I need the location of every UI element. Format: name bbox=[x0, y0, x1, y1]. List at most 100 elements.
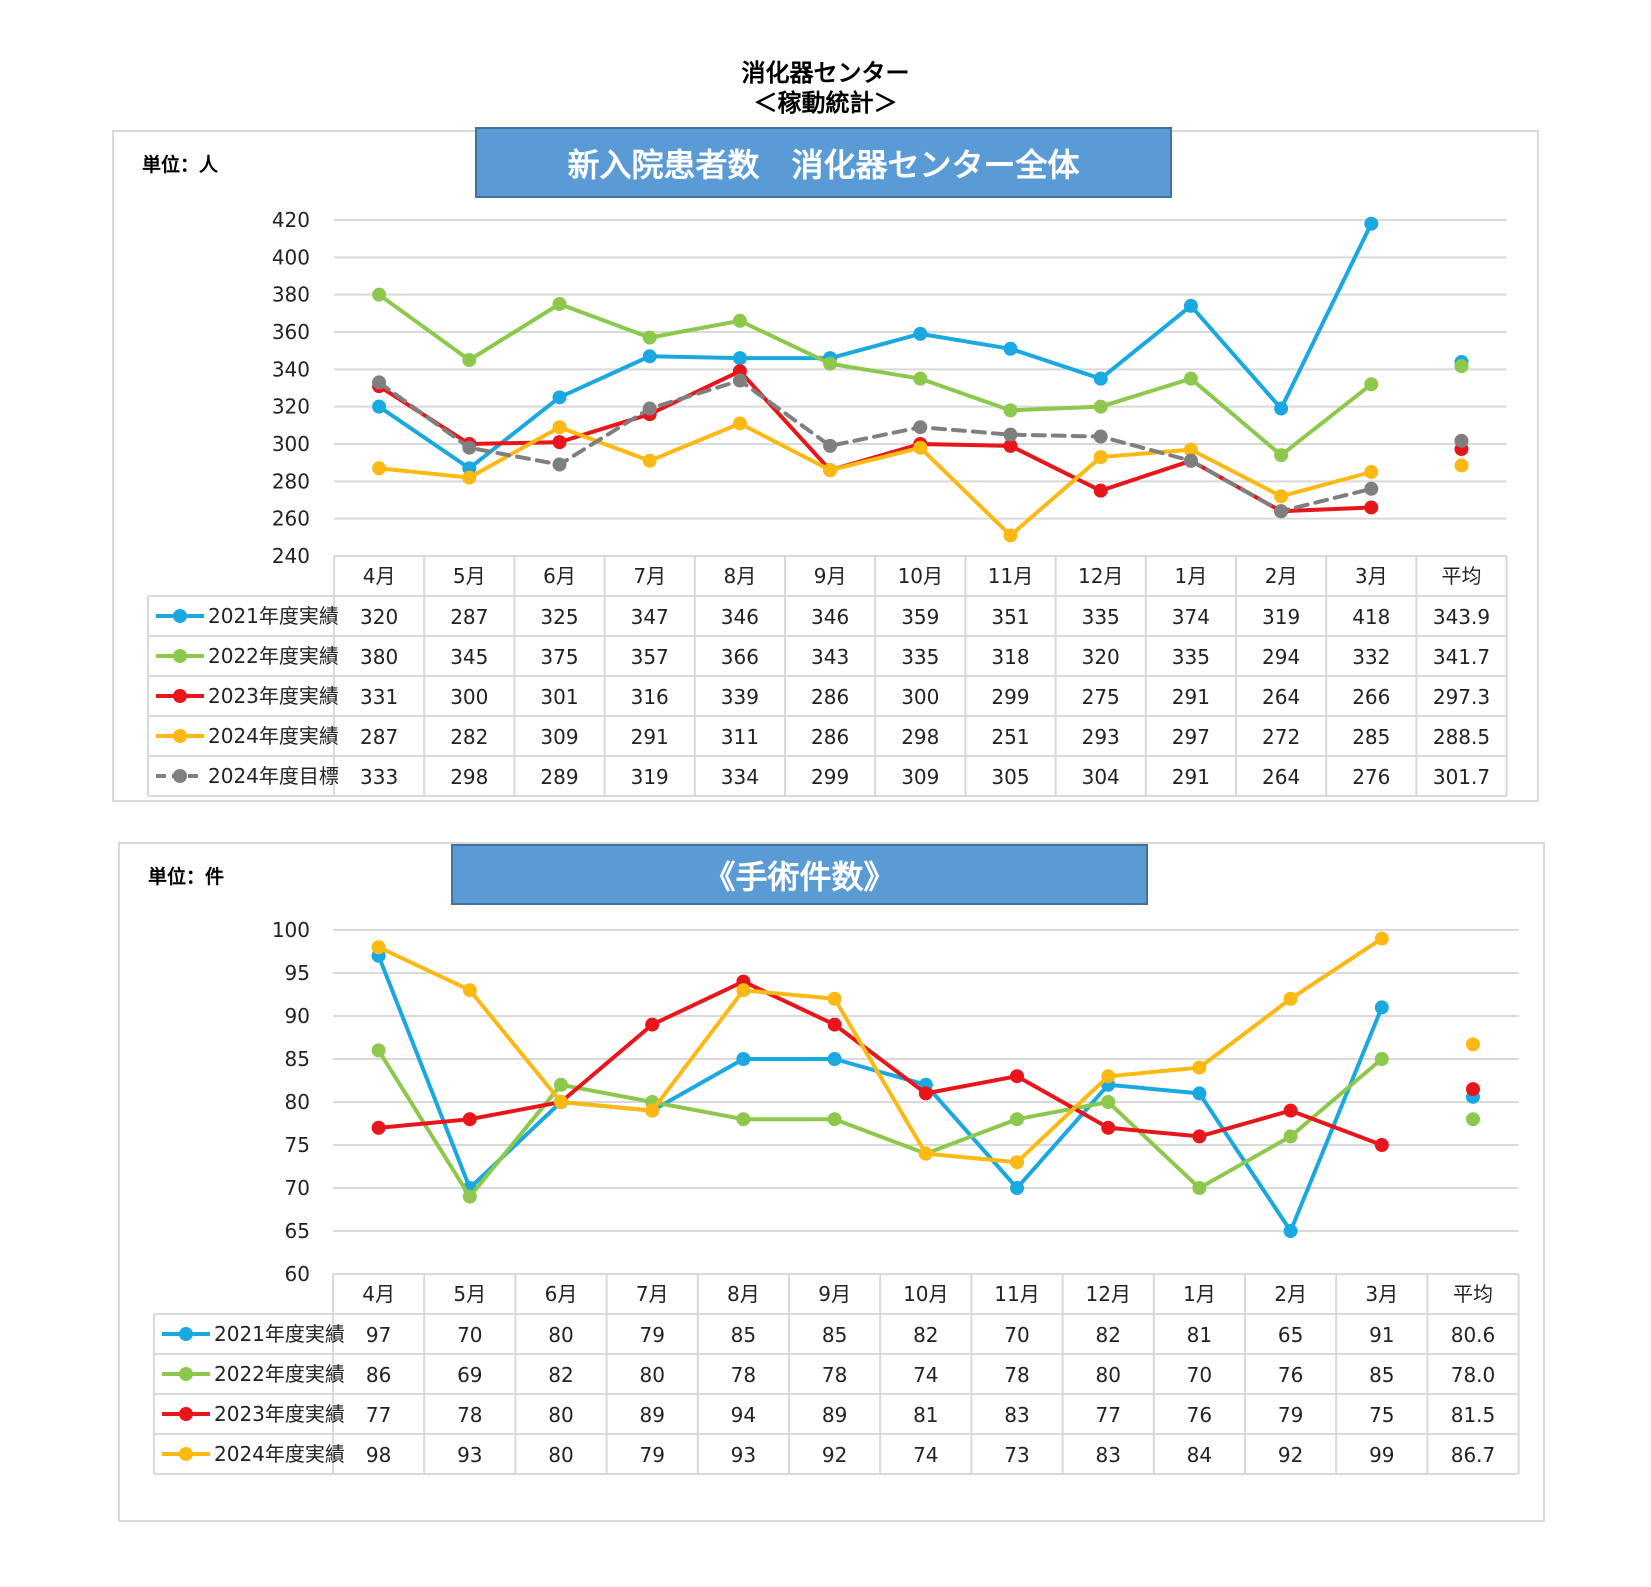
admissions-month-label: 8月 bbox=[724, 564, 757, 588]
surgery-table-value: 70 bbox=[1187, 1363, 1212, 1387]
admissions-ytick-label: 360 bbox=[272, 320, 310, 344]
surgery-data-point-2023 bbox=[1101, 1120, 1116, 1135]
admissions-data-point-2022 bbox=[732, 313, 747, 328]
admissions-data-point-2022 bbox=[1364, 377, 1379, 392]
admissions-data-point-2024 bbox=[823, 463, 838, 478]
surgery-table-value: 70 bbox=[1004, 1323, 1029, 1347]
admissions-table-value: 374 bbox=[1172, 605, 1210, 629]
admissions-ytick-label: 380 bbox=[272, 283, 310, 307]
admissions-table-value: 291 bbox=[1172, 685, 1210, 709]
surgery-month-label: 1月 bbox=[1183, 1282, 1216, 1306]
surgery-ytick-label: 60 bbox=[285, 1262, 310, 1286]
admissions-data-point-2023 bbox=[1093, 483, 1108, 498]
admissions-table-average: 341.7 bbox=[1433, 645, 1490, 669]
surgery-table-value: 79 bbox=[1278, 1403, 1303, 1427]
surgery-month-label: 11月 bbox=[994, 1282, 1039, 1306]
admissions-table-value: 301 bbox=[540, 685, 578, 709]
admissions-ytick-label: 340 bbox=[272, 357, 310, 381]
admissions-table-value: 333 bbox=[360, 765, 398, 789]
admissions-table-value: 319 bbox=[1262, 605, 1300, 629]
surgery-month-label: 6月 bbox=[545, 1282, 578, 1306]
surgery-unit-label: 単位：件 bbox=[148, 866, 225, 888]
surgery-table-value: 85 bbox=[731, 1323, 756, 1347]
admissions-table-value: 272 bbox=[1262, 725, 1300, 749]
admissions-data-point-target bbox=[823, 438, 838, 453]
surgery-average-header: 平均 bbox=[1453, 1282, 1493, 1306]
admissions-table-value: 335 bbox=[1172, 645, 1210, 669]
surgery-data-point-2021 bbox=[1010, 1181, 1024, 1195]
surgery-data-point-2022 bbox=[462, 1189, 477, 1204]
admissions-table-value: 309 bbox=[901, 765, 939, 789]
admissions-ytick-label: 420 bbox=[272, 208, 310, 232]
admissions-data-point-2024 bbox=[732, 416, 747, 431]
admissions-chart-title: 新入院患者数 消化器センター全体 bbox=[475, 127, 1172, 198]
admissions-average-header: 平均 bbox=[1442, 564, 1482, 588]
surgery-table-value: 91 bbox=[1369, 1323, 1394, 1347]
surgery-data-point-2024 bbox=[736, 983, 751, 998]
surgery-table-value: 77 bbox=[1095, 1403, 1120, 1427]
surgery-legend-marker-2024 bbox=[179, 1447, 193, 1461]
surgery-table-value: 99 bbox=[1369, 1443, 1394, 1467]
admissions-legend-label: 2024年度目標 bbox=[208, 764, 339, 788]
admissions-month-label: 12月 bbox=[1078, 564, 1123, 588]
surgery-table-value: 76 bbox=[1278, 1363, 1303, 1387]
admissions-table-value: 357 bbox=[631, 645, 669, 669]
admissions-table-value: 291 bbox=[631, 725, 669, 749]
admissions-data-point-2022 bbox=[462, 353, 477, 367]
admissions-data-point-2022 bbox=[1183, 371, 1198, 386]
admissions-month-label: 5月 bbox=[453, 564, 486, 588]
surgery-table-value: 78 bbox=[822, 1363, 847, 1387]
surgery-table-value: 85 bbox=[822, 1323, 847, 1347]
surgery-data-point-2024 bbox=[1101, 1069, 1116, 1084]
admissions-average-point-2024 bbox=[1454, 458, 1469, 473]
surgery-data-point-2021 bbox=[827, 1052, 842, 1066]
admissions-legend-marker-2023 bbox=[173, 689, 187, 703]
admissions-table-value: 305 bbox=[991, 765, 1029, 789]
admissions-table-value: 319 bbox=[631, 765, 669, 789]
surgery-table-value: 82 bbox=[1095, 1323, 1120, 1347]
admissions-table-value: 300 bbox=[450, 685, 488, 709]
surgery-data-point-2024 bbox=[1374, 931, 1389, 946]
surgery-month-label: 9月 bbox=[818, 1282, 851, 1306]
surgery-month-label: 10月 bbox=[903, 1282, 948, 1306]
admissions-data-point-2021 bbox=[1364, 216, 1379, 231]
admissions-data-point-target bbox=[1364, 481, 1379, 496]
surgery-table-value: 94 bbox=[731, 1403, 756, 1427]
admissions-data-point-2024 bbox=[1274, 489, 1289, 504]
admissions-data-point-2024 bbox=[1003, 528, 1018, 543]
admissions-month-label: 1月 bbox=[1175, 564, 1208, 588]
admissions-table-value: 251 bbox=[991, 725, 1029, 749]
admissions-table-value: 366 bbox=[721, 645, 759, 669]
surgery-data-point-2024 bbox=[554, 1095, 568, 1109]
surgery-data-point-2023 bbox=[1283, 1103, 1298, 1118]
surgery-data-point-2024 bbox=[1192, 1060, 1207, 1075]
admissions-data-point-2022 bbox=[1274, 448, 1289, 463]
admissions-month-label: 3月 bbox=[1355, 564, 1388, 588]
admissions-table-value: 359 bbox=[901, 605, 939, 629]
surgery-data-point-2023 bbox=[645, 1017, 660, 1032]
surgery-month-label: 2月 bbox=[1274, 1282, 1307, 1306]
surgery-month-label: 4月 bbox=[362, 1282, 395, 1306]
surgery-table-value: 79 bbox=[639, 1323, 664, 1347]
surgery-data-point-2022 bbox=[827, 1112, 842, 1127]
surgery-data-point-2023 bbox=[462, 1112, 477, 1127]
surgery-data-point-2022 bbox=[1192, 1181, 1207, 1195]
surgery-data-point-2022 bbox=[1010, 1112, 1024, 1127]
surgery-data-point-2024 bbox=[371, 940, 386, 955]
surgery-ytick-label: 95 bbox=[285, 961, 310, 985]
surgery-chart: 60 65 70 75 80 85 90 95 100 4月 5月 6月 7月 8月 9月 10月 11月 12月… bbox=[153, 918, 1520, 1475]
admissions-average-point-2022 bbox=[1454, 359, 1469, 374]
surgery-table-value: 74 bbox=[913, 1443, 938, 1467]
surgery-table-value: 75 bbox=[1369, 1403, 1394, 1427]
admissions-month-label: 6月 bbox=[543, 564, 576, 588]
surgery-data-point-2022 bbox=[371, 1043, 386, 1058]
surgery-table-value: 82 bbox=[548, 1363, 573, 1387]
admissions-data-point-target bbox=[1183, 453, 1198, 468]
surgery-data-point-2021 bbox=[736, 1052, 751, 1066]
surgery-table-value: 89 bbox=[822, 1403, 847, 1427]
admissions-data-point-2022 bbox=[372, 287, 387, 302]
admissions-table-value: 316 bbox=[631, 685, 669, 709]
admissions-table-value: 304 bbox=[1082, 765, 1120, 789]
surgery-table-average: 81.5 bbox=[1451, 1403, 1496, 1427]
admissions-legend-marker-target bbox=[173, 769, 187, 783]
